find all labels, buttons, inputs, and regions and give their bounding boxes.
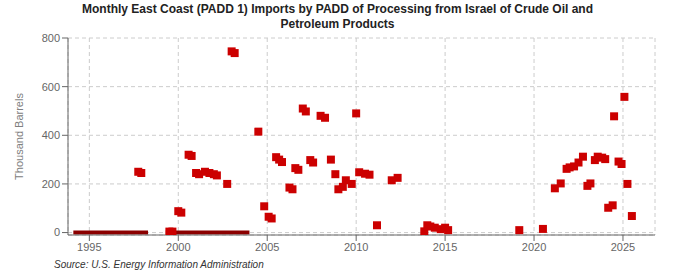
html-text:Source: U.S. Energy Informatio: Source: U.S. Energy Information Administ…	[54, 259, 264, 270]
html-text:Petroleum Products: Petroleum Products	[280, 17, 395, 31]
svg-text:400: 400	[42, 129, 60, 141]
svg-text:2010: 2010	[344, 241, 368, 253]
svg-text:2025: 2025	[611, 241, 635, 253]
svg-text:200: 200	[42, 178, 60, 190]
svg-text:2000: 2000	[166, 241, 190, 253]
svg-text:800: 800	[42, 32, 60, 44]
svg-text:2005: 2005	[255, 241, 279, 253]
svg-text:2015: 2015	[433, 241, 457, 253]
svg-text:1995: 1995	[77, 241, 101, 253]
svg-text:0: 0	[54, 226, 60, 238]
svg-text:2020: 2020	[522, 241, 546, 253]
svg-text:600: 600	[42, 81, 60, 93]
svg-text:Thousand Barrels: Thousand Barrels	[13, 93, 25, 180]
html-text:Monthly East Coast (PADD 1) Im: Monthly East Coast (PADD 1) Imports by P…	[82, 2, 593, 16]
